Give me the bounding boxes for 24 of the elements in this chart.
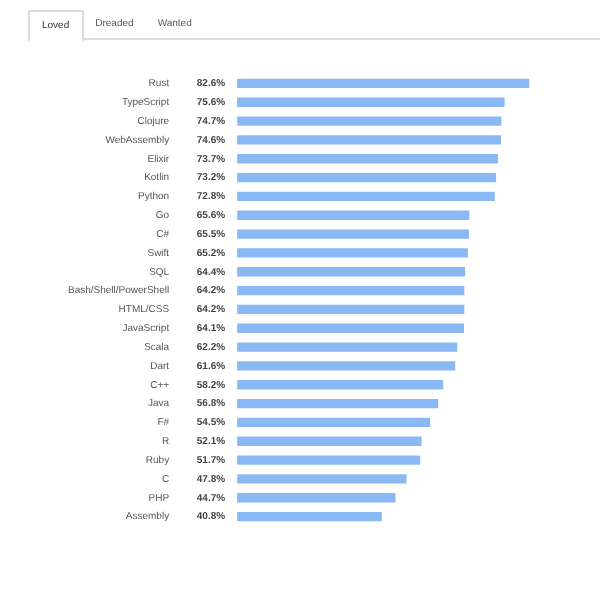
bar — [237, 191, 495, 202]
bar — [237, 361, 456, 371]
bar — [237, 380, 444, 390]
bar — [237, 323, 464, 333]
bar — [237, 455, 421, 465]
bar — [237, 97, 505, 107]
bar — [237, 267, 466, 277]
bar — [237, 342, 458, 352]
bar — [237, 172, 497, 183]
bar — [237, 304, 465, 315]
bar — [237, 210, 470, 220]
bar — [237, 248, 468, 258]
bar — [237, 474, 407, 484]
bar — [237, 116, 502, 126]
bar — [237, 285, 465, 296]
bar — [237, 436, 422, 446]
bar — [237, 229, 469, 239]
bar — [237, 135, 502, 145]
bar — [237, 511, 382, 522]
bar — [237, 398, 439, 409]
bar — [237, 154, 498, 164]
bar — [237, 493, 396, 503]
bar — [237, 417, 431, 428]
bar — [237, 78, 530, 89]
